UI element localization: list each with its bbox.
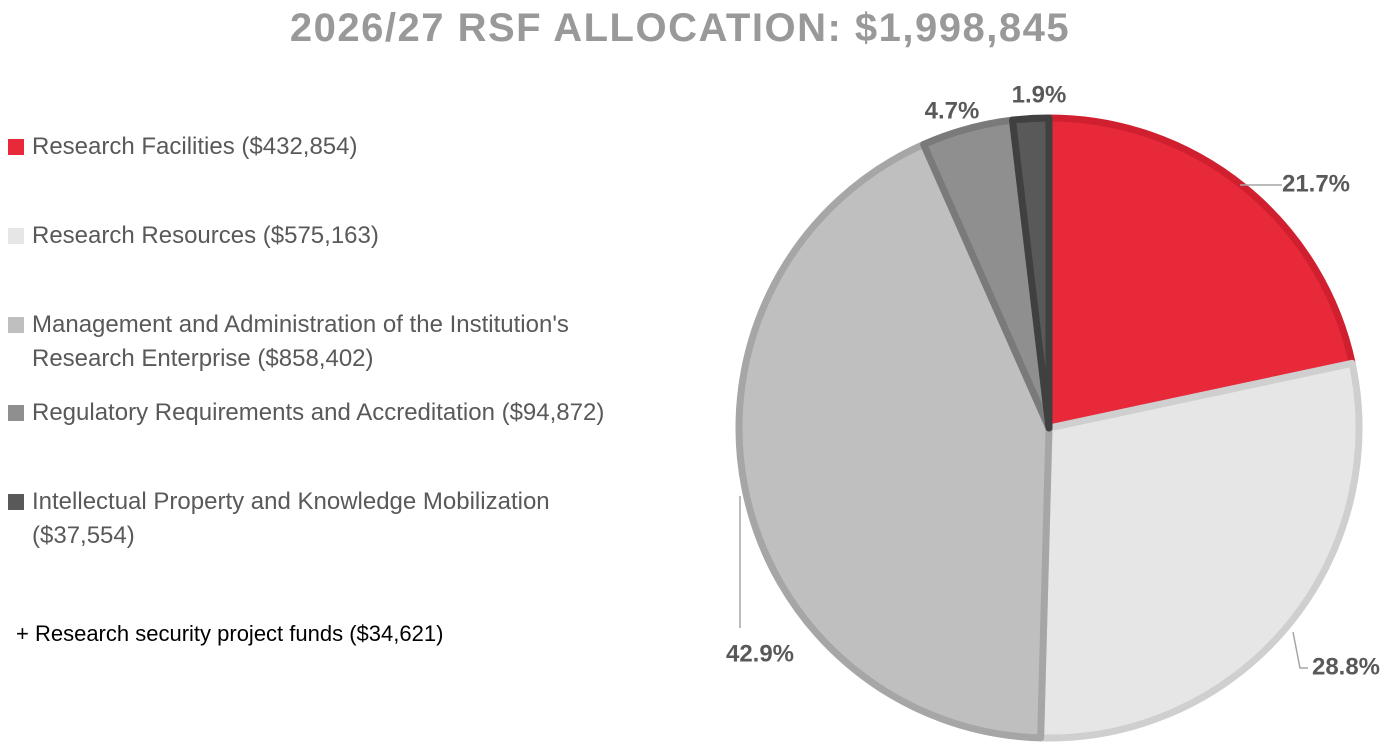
legend-swatch: [8, 139, 24, 155]
legend-label: Management and Administration of the Ins…: [32, 311, 569, 372]
percent-label: 42.9%: [726, 640, 794, 667]
legend-swatch: [8, 228, 24, 244]
percent-label: 4.7%: [925, 97, 980, 124]
percent-label: 1.9%: [1012, 81, 1067, 108]
legend-item-research-facilities: Research Facilities ($432,854): [8, 130, 358, 164]
footnote: + Research security project funds ($34,6…: [16, 621, 444, 646]
legend-swatch: [8, 494, 24, 510]
legend-item-intellectual-property: Intellectual Property and Knowledge Mobi…: [8, 485, 608, 553]
slice-research-facilities: [1045, 114, 1356, 432]
legend-label: Regulatory Requirements and Accreditatio…: [32, 399, 605, 426]
chart-title: 2026/27 RSF ALLOCATION: $1,998,845: [289, 6, 1071, 50]
legend-item-regulatory-requirements: Regulatory Requirements and Accreditatio…: [8, 396, 604, 430]
legend-swatch: [8, 405, 24, 421]
legend-label: Research Resources ($575,163): [32, 222, 379, 249]
legend-swatch: [8, 317, 24, 333]
legend-label: Intellectual Property and Knowledge Mobi…: [32, 488, 550, 549]
slice-research-resources: [1037, 359, 1363, 742]
slice-management-administration: [735, 140, 1053, 742]
slice-intellectual-property: [1008, 114, 1053, 432]
pie-slices: [735, 114, 1363, 742]
percent-label: 28.8%: [1312, 653, 1380, 680]
leader-lines: [739, 184, 1308, 669]
legend-label: Research Facilities ($432,854): [32, 133, 358, 160]
percent-label: 21.7%: [1282, 170, 1350, 197]
leader-line: [1292, 631, 1308, 669]
legend-item-management-administration: Management and Administration of the Ins…: [8, 308, 648, 376]
percent-labels: 21.7% 28.8% 42.9% 4.7% 1.9%: [726, 81, 1380, 680]
legend-item-research-resources: Research Resources ($575,163): [8, 219, 379, 253]
